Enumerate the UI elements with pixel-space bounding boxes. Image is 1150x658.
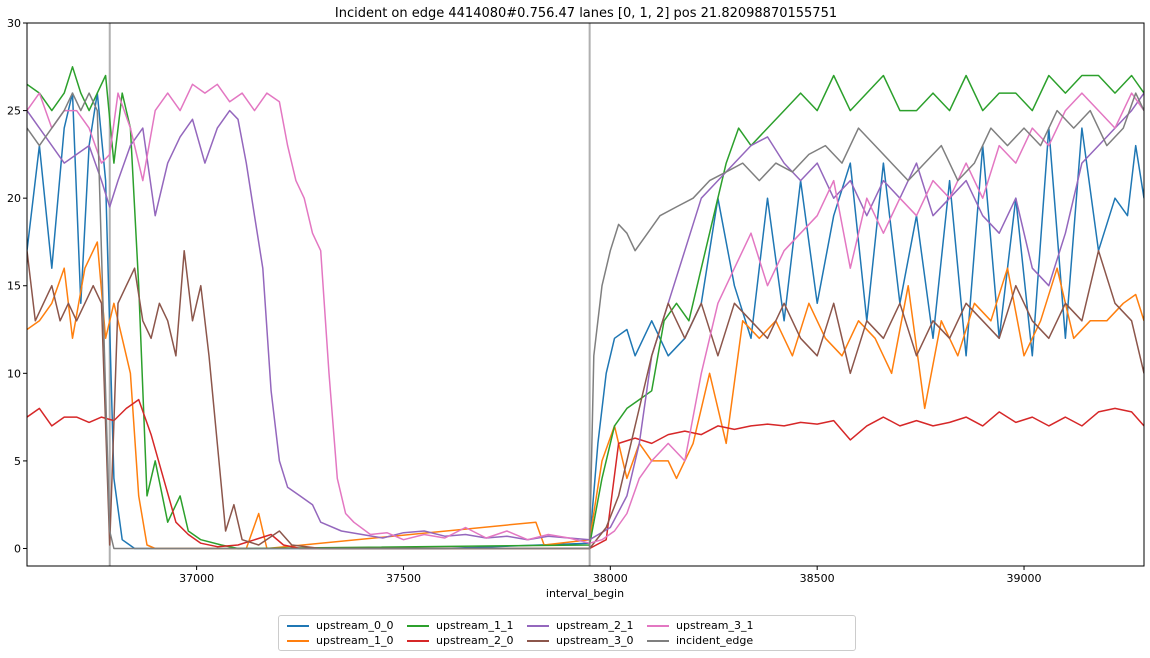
- legend-label: upstream_3_1: [676, 619, 754, 632]
- y-tick-label: 20: [7, 192, 21, 205]
- y-tick-label: 0: [14, 542, 21, 555]
- y-axis-ticks: 0 5 10 15 20 25 30: [7, 17, 27, 555]
- x-tick-label: 39000: [1007, 572, 1042, 585]
- series-line-upstream_0_0: [27, 92, 1144, 550]
- axes-frame: [26, 22, 1145, 567]
- legend-label: upstream_2_1: [556, 619, 634, 632]
- y-tick-label: 15: [7, 280, 21, 293]
- y-tick-label: 30: [7, 17, 21, 30]
- legend-label: upstream_2_0: [436, 634, 514, 647]
- legend-label: upstream_3_0: [556, 634, 634, 647]
- series-lines: [27, 66, 1144, 550]
- legend-swatch: [287, 639, 309, 642]
- series-line-upstream_3_1: [27, 83, 1144, 544]
- series-line-incident_edge: [27, 92, 1144, 550]
- x-tick-label: 38500: [800, 572, 835, 585]
- chart-title: Incident on edge 4414080#0.756.47 lanes …: [335, 6, 837, 21]
- series-line-upstream_3_0: [27, 249, 1144, 550]
- legend-swatch: [527, 624, 549, 627]
- legend-swatch: [527, 639, 549, 642]
- series-line-upstream_1_1: [27, 66, 1144, 550]
- x-tick-label: 37000: [179, 572, 214, 585]
- legend-label: upstream_1_0: [316, 634, 394, 647]
- x-axis-ticks: 37000 37500 38000 38500 39000: [179, 566, 1042, 585]
- legend-swatch: [407, 639, 429, 642]
- legend-item-upstream_1_1: upstream_1_1: [407, 619, 514, 632]
- legend-item-upstream_2_1: upstream_2_1: [527, 619, 634, 632]
- y-tick-label: 5: [14, 455, 21, 468]
- legend-label: upstream_0_0: [316, 619, 394, 632]
- legend-label: upstream_1_1: [436, 619, 514, 632]
- y-tick-label: 25: [7, 105, 21, 118]
- legend-item-incident_edge: incident_edge: [647, 634, 753, 647]
- legend-item-upstream_3_0: upstream_3_0: [527, 634, 634, 647]
- x-tick-label: 38000: [593, 572, 628, 585]
- legend-swatch: [647, 624, 669, 627]
- legend-label: incident_edge: [676, 634, 754, 647]
- legend-swatch: [287, 624, 309, 627]
- legend-item-upstream_1_0: upstream_1_0: [287, 634, 394, 647]
- x-tick-label: 37500: [386, 572, 421, 585]
- series-line-upstream_1_0: [27, 241, 1144, 550]
- y-tick-label: 10: [7, 367, 21, 380]
- legend-item-upstream_0_0: upstream_0_0: [287, 619, 394, 632]
- legend: upstream_0_0 upstream_1_0 upstream_1_1 upst…: [278, 615, 856, 651]
- series-line-upstream_2_0: [27, 398, 1144, 550]
- legend-swatch: [407, 624, 429, 627]
- legend-swatch: [647, 639, 669, 642]
- incident-markers: [108, 23, 591, 566]
- legend-item-upstream_3_1: upstream_3_1: [647, 619, 754, 632]
- legend-item-upstream_2_0: upstream_2_0: [407, 634, 514, 647]
- x-axis-label: interval_begin: [546, 587, 624, 600]
